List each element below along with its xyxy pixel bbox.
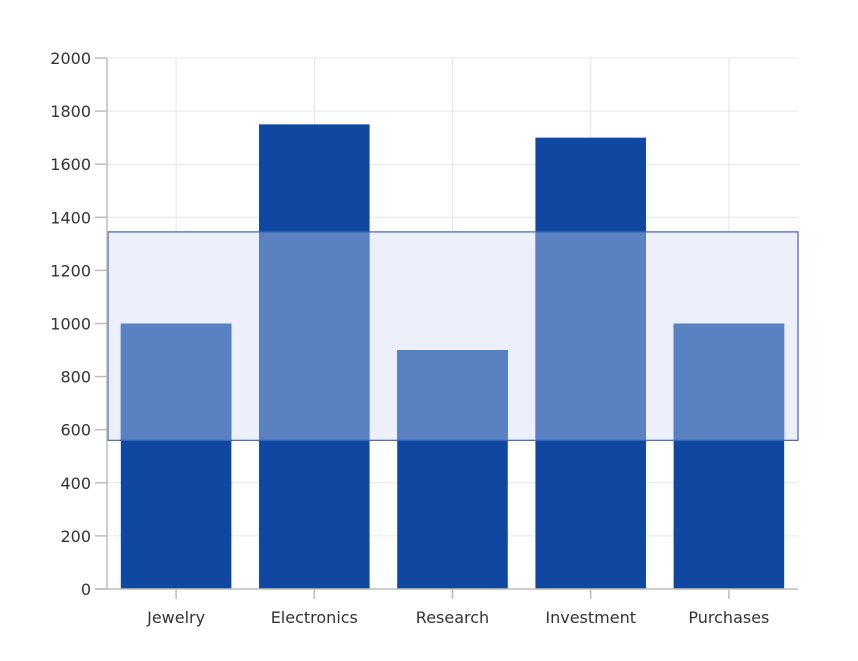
axes: [95, 57, 798, 599]
x-tick-label-jewelry: Jewelry: [146, 608, 205, 627]
x-tick-label-electronics: Electronics: [271, 608, 358, 627]
x-tick-label-investment: Investment: [545, 608, 636, 627]
selection-rectangle[interactable]: [107, 231, 799, 441]
y-tick-label-8: 1600: [50, 155, 91, 174]
tick-labels: 0 200 400 600 800 1000 1200 1400 1600 1800 2000 Jew…: [50, 49, 769, 627]
x-tick-label-research: Research: [416, 608, 489, 627]
bar-series: [120, 124, 785, 589]
bar-highlight-research: [397, 350, 508, 441]
bar-highlight-jewelry: [120, 323, 232, 441]
y-tick-label-2: 400: [60, 474, 91, 493]
y-tick-label-7: 1400: [50, 208, 91, 227]
y-tick-label-1: 200: [60, 527, 91, 546]
y-tick-label-9: 1800: [50, 102, 91, 121]
x-tick-label-purchases: Purchases: [688, 608, 769, 627]
y-tick-label-4: 800: [60, 368, 91, 387]
y-tick-label-10: 2000: [50, 49, 91, 68]
y-tick-label-5: 1000: [50, 315, 91, 334]
bar-highlight-investment: [535, 231, 646, 441]
y-tick-label-3: 600: [60, 421, 91, 440]
bar-highlight-electronics: [259, 231, 370, 441]
y-tick-label-6: 1200: [50, 261, 91, 280]
bar-highlight-purchases: [673, 323, 785, 441]
selection-layer: [107, 231, 799, 441]
y-tick-label-0: 0: [81, 580, 91, 599]
